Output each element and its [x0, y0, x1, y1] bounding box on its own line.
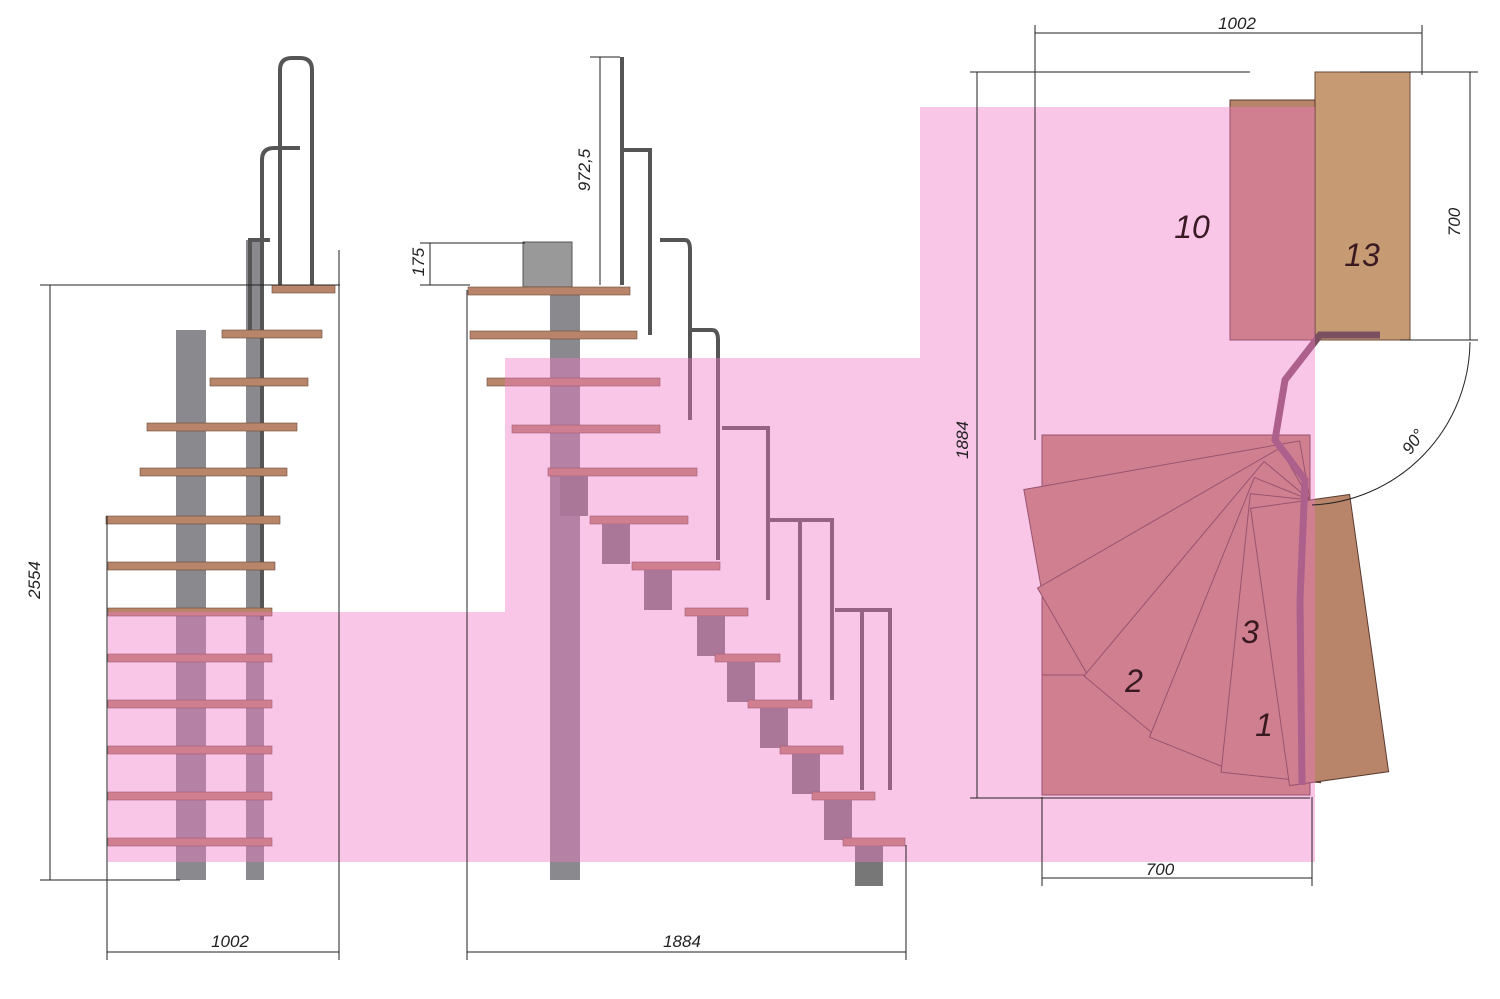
tread: [547, 467, 698, 477]
dimension-label: 700: [1146, 860, 1175, 879]
dimension-label: 1884: [663, 932, 701, 951]
tread: [107, 653, 273, 663]
dimension-label: 972,5: [575, 148, 594, 191]
tread: [107, 745, 273, 755]
tread: [631, 561, 721, 571]
tread: [146, 422, 298, 432]
overlay: [108, 107, 1315, 862]
tread: [107, 607, 273, 617]
winder-step: [1250, 493, 1390, 787]
dimension-label: 2554: [25, 561, 44, 600]
step-number: 10: [1174, 209, 1210, 245]
tread: [511, 424, 661, 434]
tread: [486, 377, 661, 387]
stringer: [1271, 331, 1380, 786]
post: [176, 330, 206, 880]
tread: [107, 791, 273, 801]
spine: [855, 846, 883, 886]
step-number: 2: [1124, 663, 1143, 699]
dimension-label: 175: [409, 247, 428, 276]
dimension-label: 1002: [211, 932, 249, 951]
spine: [792, 754, 820, 794]
platform: [522, 241, 573, 288]
dimension-label: 700: [1445, 207, 1464, 236]
tread: [107, 699, 273, 709]
spine: [644, 570, 672, 610]
handrail: [248, 56, 314, 620]
dimension-label: 1884: [953, 421, 972, 459]
tread: [271, 284, 336, 294]
step: [1229, 99, 1316, 341]
angle-label: 90°: [1398, 426, 1428, 458]
landing: [1314, 71, 1411, 341]
spine: [824, 800, 852, 840]
spine: [560, 476, 588, 516]
tread: [139, 467, 288, 477]
step-number: 13: [1344, 237, 1380, 273]
post: [550, 290, 580, 880]
post: [246, 240, 264, 880]
spine: [602, 524, 630, 564]
step-number: 3: [1241, 614, 1259, 650]
tread: [467, 286, 631, 296]
tread: [469, 330, 638, 340]
tread: [107, 837, 273, 847]
step-number: 1: [1255, 707, 1273, 743]
handrail: [620, 57, 892, 790]
spine: [727, 662, 755, 702]
tread: [105, 515, 281, 525]
spine: [760, 708, 788, 748]
tread: [209, 377, 309, 387]
tread: [589, 515, 689, 525]
tread: [107, 561, 276, 571]
geometry: [105, 56, 1411, 886]
tread: [221, 329, 323, 339]
spine: [697, 616, 725, 656]
dimension-label: 1002: [1218, 14, 1256, 33]
dimensions: [40, 25, 1478, 960]
